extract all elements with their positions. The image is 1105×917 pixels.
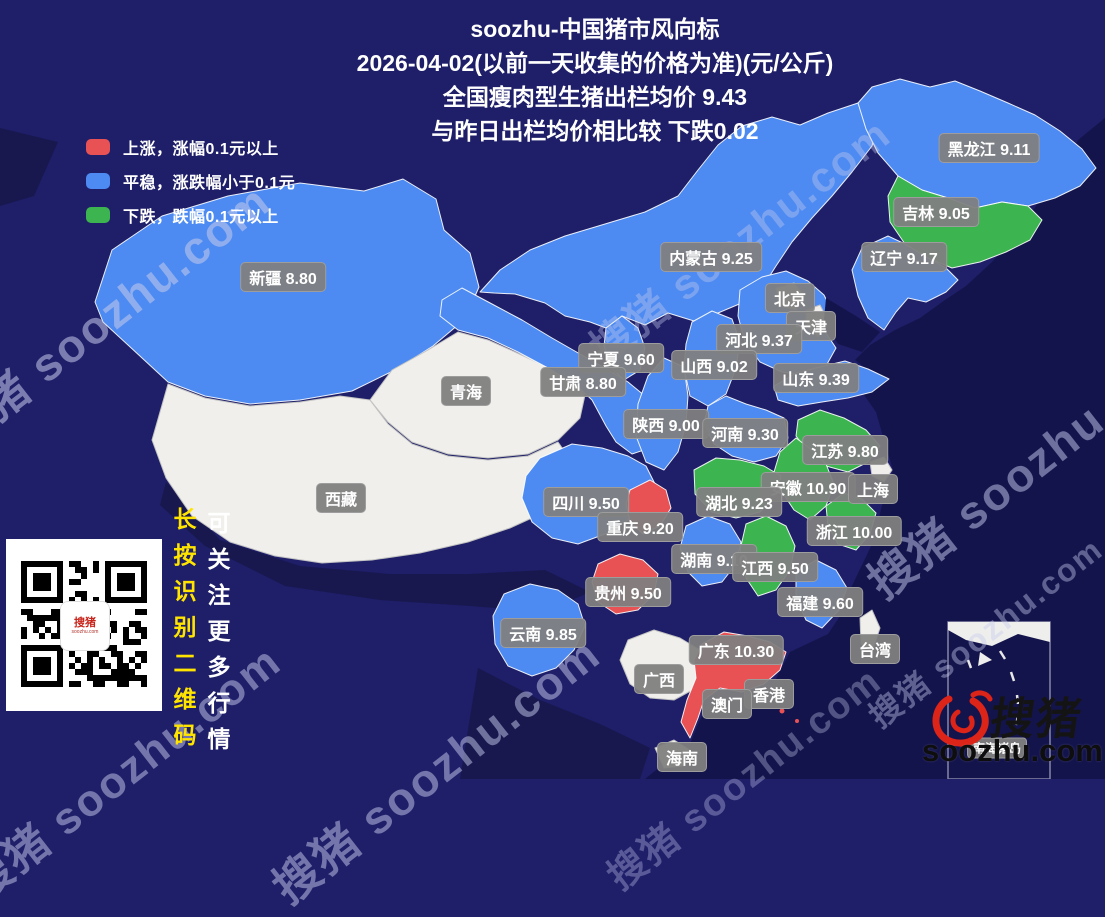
- province-label-江苏: 江苏 9.80: [802, 435, 888, 465]
- province-label-湖北: 湖北 9.23: [696, 487, 782, 517]
- inset-label: 南海诸岛: [966, 737, 1028, 759]
- title-line-brand: soozhu-中国猪市风向标: [470, 16, 720, 42]
- province-label-河南: 河南 9.30: [702, 418, 788, 448]
- title-line-daily-change: 与昨日出栏均价相比较 下跌0.02: [431, 118, 759, 144]
- province-label-河北: 河北 9.37: [716, 324, 802, 354]
- legend: 上涨，涨幅0.1元以上 平稳，涨跌幅小于0.1元 下跌，跌幅0.1元以上: [86, 135, 295, 237]
- province-label-云南: 云南 9.85: [500, 618, 586, 648]
- nine-dash-line: [966, 650, 1020, 726]
- province-label-安徽: 安徽 10.90: [760, 472, 856, 502]
- province-label-台湾: 台湾: [849, 634, 901, 664]
- province-label-福建: 福建 9.60: [777, 587, 863, 617]
- province-label-上海: 上海: [847, 474, 899, 504]
- bohai-bay: [824, 298, 880, 352]
- legend-item-stable: 平稳，涨跌幅小于0.1元: [86, 169, 295, 193]
- province-label-广西: 广西: [633, 664, 685, 694]
- qr-code: 搜猪 soozhu.com: [6, 539, 162, 711]
- title-line-date: 2026-04-02(以前一天收集的价格为准)(元/公斤): [356, 50, 834, 76]
- province-label-陕西: 陕西 9.00: [623, 409, 709, 439]
- province-label-北京: 北京: [764, 283, 816, 313]
- page-title: soozhu-中国猪市风向标 2026-04-02(以前一天收集的价格为准)(元…: [330, 12, 860, 148]
- qr-logo-brand-en: soozhu.com: [71, 628, 99, 635]
- foreign-land-southeast-asia: [460, 668, 650, 779]
- legend-swatch-up: [86, 139, 110, 155]
- legend-item-down: 下跌，跌幅0.1元以上: [86, 203, 295, 227]
- province-label-重庆: 重庆 9.20: [597, 512, 683, 542]
- province-labels-layer: 黑龙江 9.11 吉林 9.05 辽宁 9.17 内蒙古 9.25 新疆 8.80 北京天…: [240, 133, 1040, 772]
- province-label-香港: 香港: [743, 679, 795, 709]
- qr-logo-brand-cn: 搜猪: [74, 616, 96, 629]
- island-dot: [795, 719, 799, 723]
- province-label-甘肃: 甘肃 8.80: [540, 367, 626, 397]
- footer-brand-en: soozhu.com: [922, 733, 1103, 768]
- province-label-山东: 山东 9.39: [773, 363, 859, 393]
- legend-swatch-down: [86, 207, 110, 223]
- province-label-青海: 青海: [440, 376, 492, 406]
- qr-caption-highlight: 长按识别二维码: [170, 507, 196, 759]
- province-label-黑龙江: 黑龙江 9.11: [938, 133, 1040, 163]
- footer-brand: 搜猪 soozhu.com: [922, 687, 1105, 779]
- province-label-西藏: 西藏: [315, 483, 367, 513]
- province-label-广东: 广东 10.30: [688, 635, 784, 665]
- legend-label-stable: 平稳，涨跌幅小于0.1元: [123, 175, 296, 192]
- province-shape-neimenggu: [479, 102, 881, 329]
- province-label-内蒙古: 内蒙古 9.25: [660, 242, 762, 272]
- province-label-贵州: 贵州 9.50: [585, 577, 671, 607]
- province-label-海南: 海南: [656, 742, 708, 772]
- province-label-山西: 山西 9.02: [671, 350, 757, 380]
- province-label-澳门: 澳门: [701, 689, 753, 719]
- province-label-新疆: 新疆 8.80: [240, 262, 326, 292]
- qr-caption-plain: 可关注更多行情: [204, 511, 230, 763]
- title-line-average-price: 全国瘦肉型生猪出栏均价 9.43: [442, 84, 748, 110]
- legend-item-up: 上涨，涨幅0.1元以上: [86, 135, 295, 159]
- legend-label-down: 下跌，跌幅0.1元以上: [123, 209, 279, 226]
- province-label-浙江: 浙江 10.00: [806, 516, 902, 546]
- province-label-吉林: 吉林 9.05: [893, 197, 979, 227]
- hongkong-dot: [779, 708, 785, 714]
- soozhu-pig-logo-icon: [932, 690, 993, 747]
- foreign-land-south-himalaya: [160, 482, 590, 612]
- sea: [645, 118, 1105, 779]
- legend-label-up: 上涨，涨幅0.1元以上: [123, 141, 279, 158]
- province-label-辽宁: 辽宁 9.17: [861, 242, 947, 272]
- qr-center-logo: 搜猪 soozhu.com: [60, 601, 110, 651]
- province-label-江西: 江西 9.50: [732, 552, 818, 582]
- legend-swatch-stable: [86, 173, 110, 189]
- inset-island: [978, 652, 992, 666]
- inset-coastline: [948, 622, 1050, 646]
- foreign-land-northwest: [0, 128, 58, 206]
